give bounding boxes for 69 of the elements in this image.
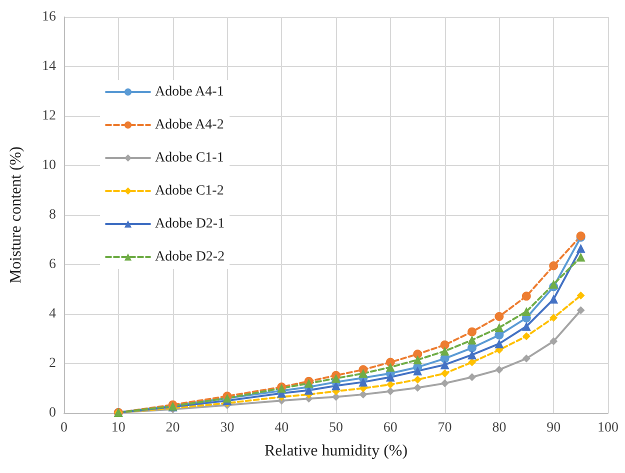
point [576,291,585,300]
x-tick-label: 80 [492,420,506,436]
point [386,372,395,382]
y-axis-title: Moisture content (%) [8,146,24,284]
point [386,380,394,389]
point [440,346,450,356]
x-axis-title: Relative humidity (%) [264,442,408,460]
legend-label: Adobe C1-1 [155,150,224,166]
x-tick-label: 10 [111,420,126,436]
point [414,384,422,392]
legend-label: Adobe A4-2 [155,118,224,132]
point [468,327,476,336]
point [549,294,558,304]
point [440,379,449,388]
point [494,312,504,321]
x-tick-label: 100 [598,420,618,436]
x-tick-label: 30 [220,420,234,436]
point [440,369,449,378]
point [413,350,422,359]
legend-label: Adobe D2-2 [155,250,225,264]
y-tick-label: 0 [49,406,56,420]
x-tick-label: 0 [60,420,68,436]
point [413,366,422,376]
point [550,337,558,346]
legend-label: Adobe C1-2 [155,184,224,198]
y-tick-label: 4 [49,306,56,322]
point [549,261,558,270]
point [440,340,450,350]
point [522,332,530,340]
point [494,339,504,348]
point [386,362,395,372]
point [495,366,504,374]
point [440,360,450,370]
x-tick-label: 90 [546,420,561,436]
x-tick-label: 40 [274,420,289,436]
point [413,355,422,364]
point [359,390,368,398]
point [468,373,476,382]
point [550,314,558,322]
x-tick-label: 20 [166,420,180,436]
point [358,368,368,378]
y-tick-label: 2 [49,356,56,371]
point [468,358,476,366]
point [468,350,476,360]
legend-label: Adobe D2-1 [155,216,225,232]
y-tick-label: 10 [42,158,56,173]
point [358,378,368,387]
point [576,306,585,314]
point [576,244,586,253]
legend-label: Adobe A4-1 [155,84,224,100]
point [468,335,476,344]
point [494,323,504,332]
x-tick-label: 60 [383,420,398,436]
point [522,292,531,301]
y-tick-label: 12 [42,108,56,124]
point [522,354,530,363]
point [332,374,340,383]
y-tick-label: 16 [42,10,56,24]
point [414,376,422,384]
point [522,322,531,331]
y-tick-label: 6 [49,257,56,272]
point [522,307,531,316]
point [549,280,558,289]
point [576,252,586,262]
y-tick-label: 14 [42,59,56,74]
y-tick-label: 8 [49,208,56,222]
x-tick-label: 50 [329,420,343,436]
point [386,387,394,396]
x-tick-label: 70 [438,420,452,436]
